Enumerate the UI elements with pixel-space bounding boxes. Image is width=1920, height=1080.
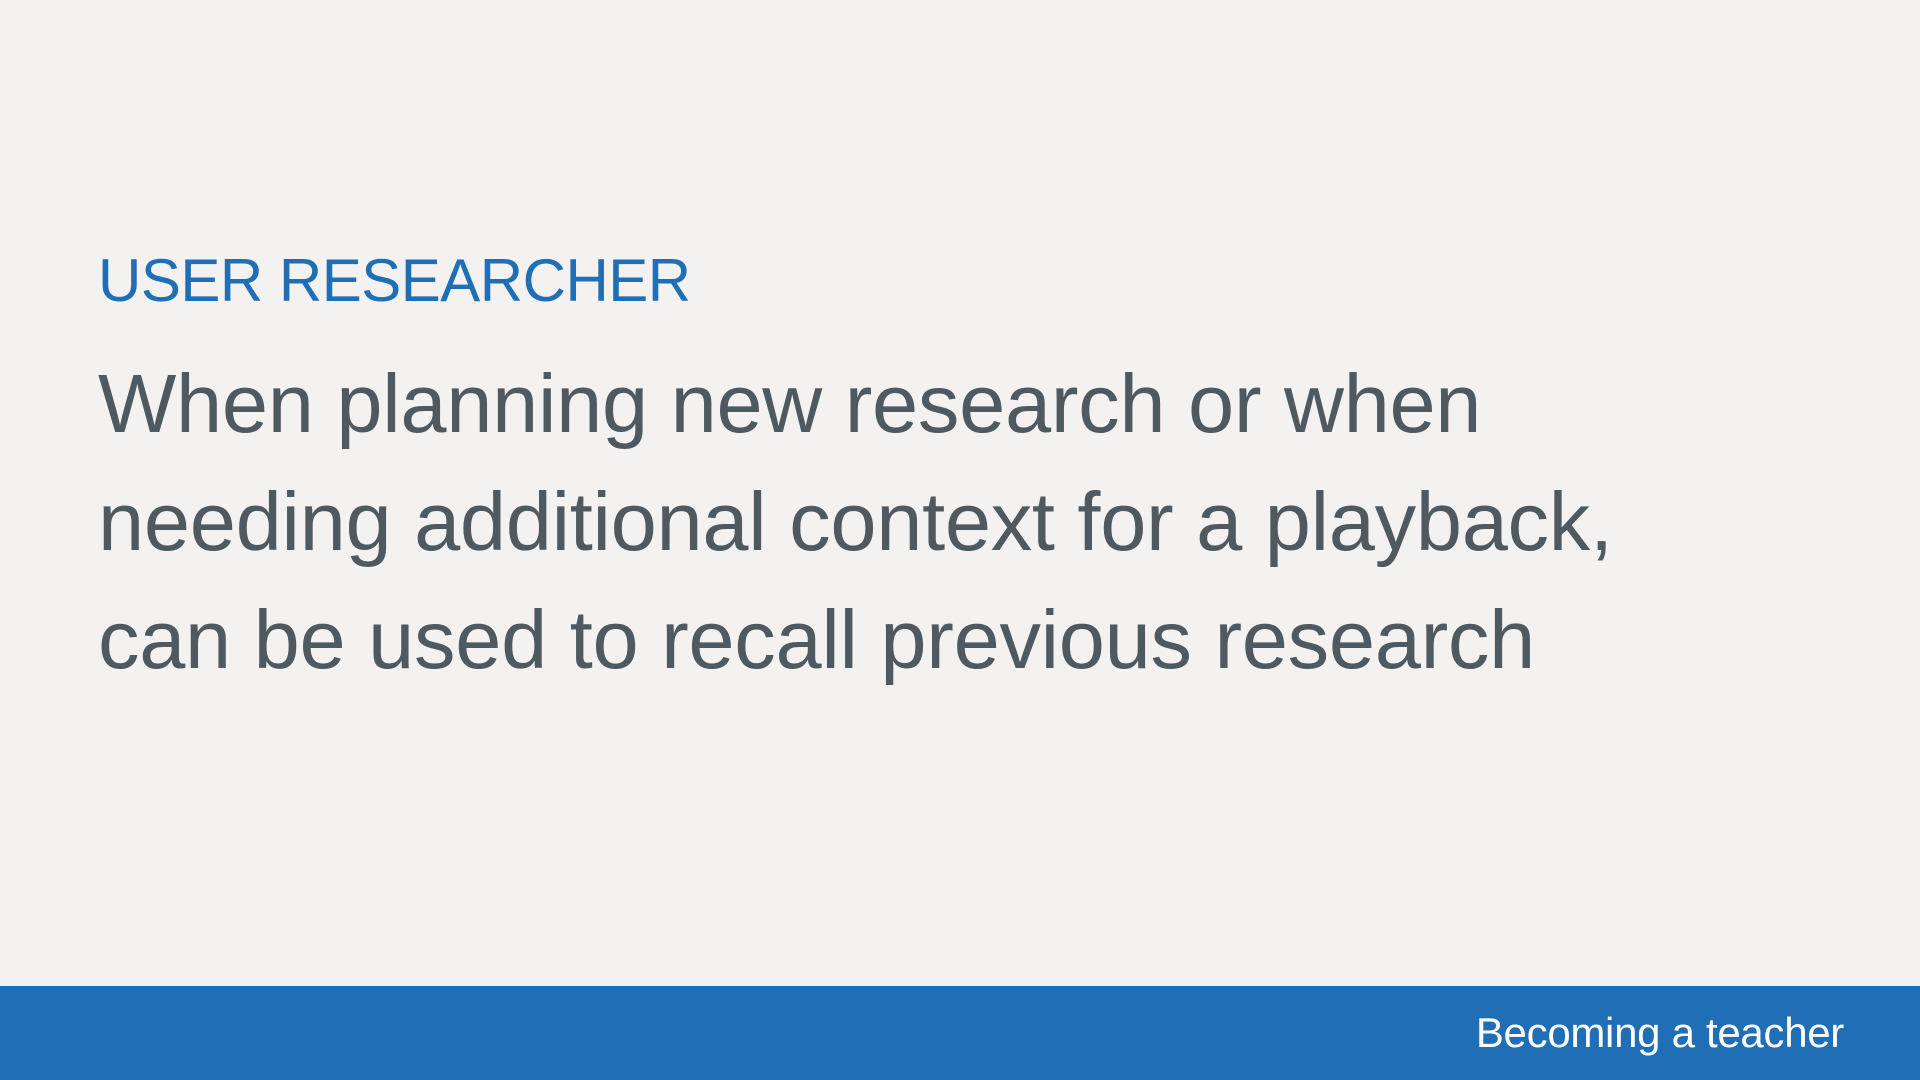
- quote-line: can be used to recall previous research: [98, 593, 1535, 686]
- slide-content: USER RESEARCHER When planning new resear…: [98, 245, 1818, 699]
- quote-line: needing additional context for a playbac…: [98, 475, 1613, 568]
- role-label: USER RESEARCHER: [98, 247, 691, 314]
- footer-title: Becoming a teacher: [1475, 1009, 1844, 1056]
- footer-bar: Becoming a teacher: [0, 986, 1920, 1080]
- quote-text: When planning new research or when needi…: [98, 345, 1818, 699]
- quote-line: When planning new research or when: [98, 357, 1482, 450]
